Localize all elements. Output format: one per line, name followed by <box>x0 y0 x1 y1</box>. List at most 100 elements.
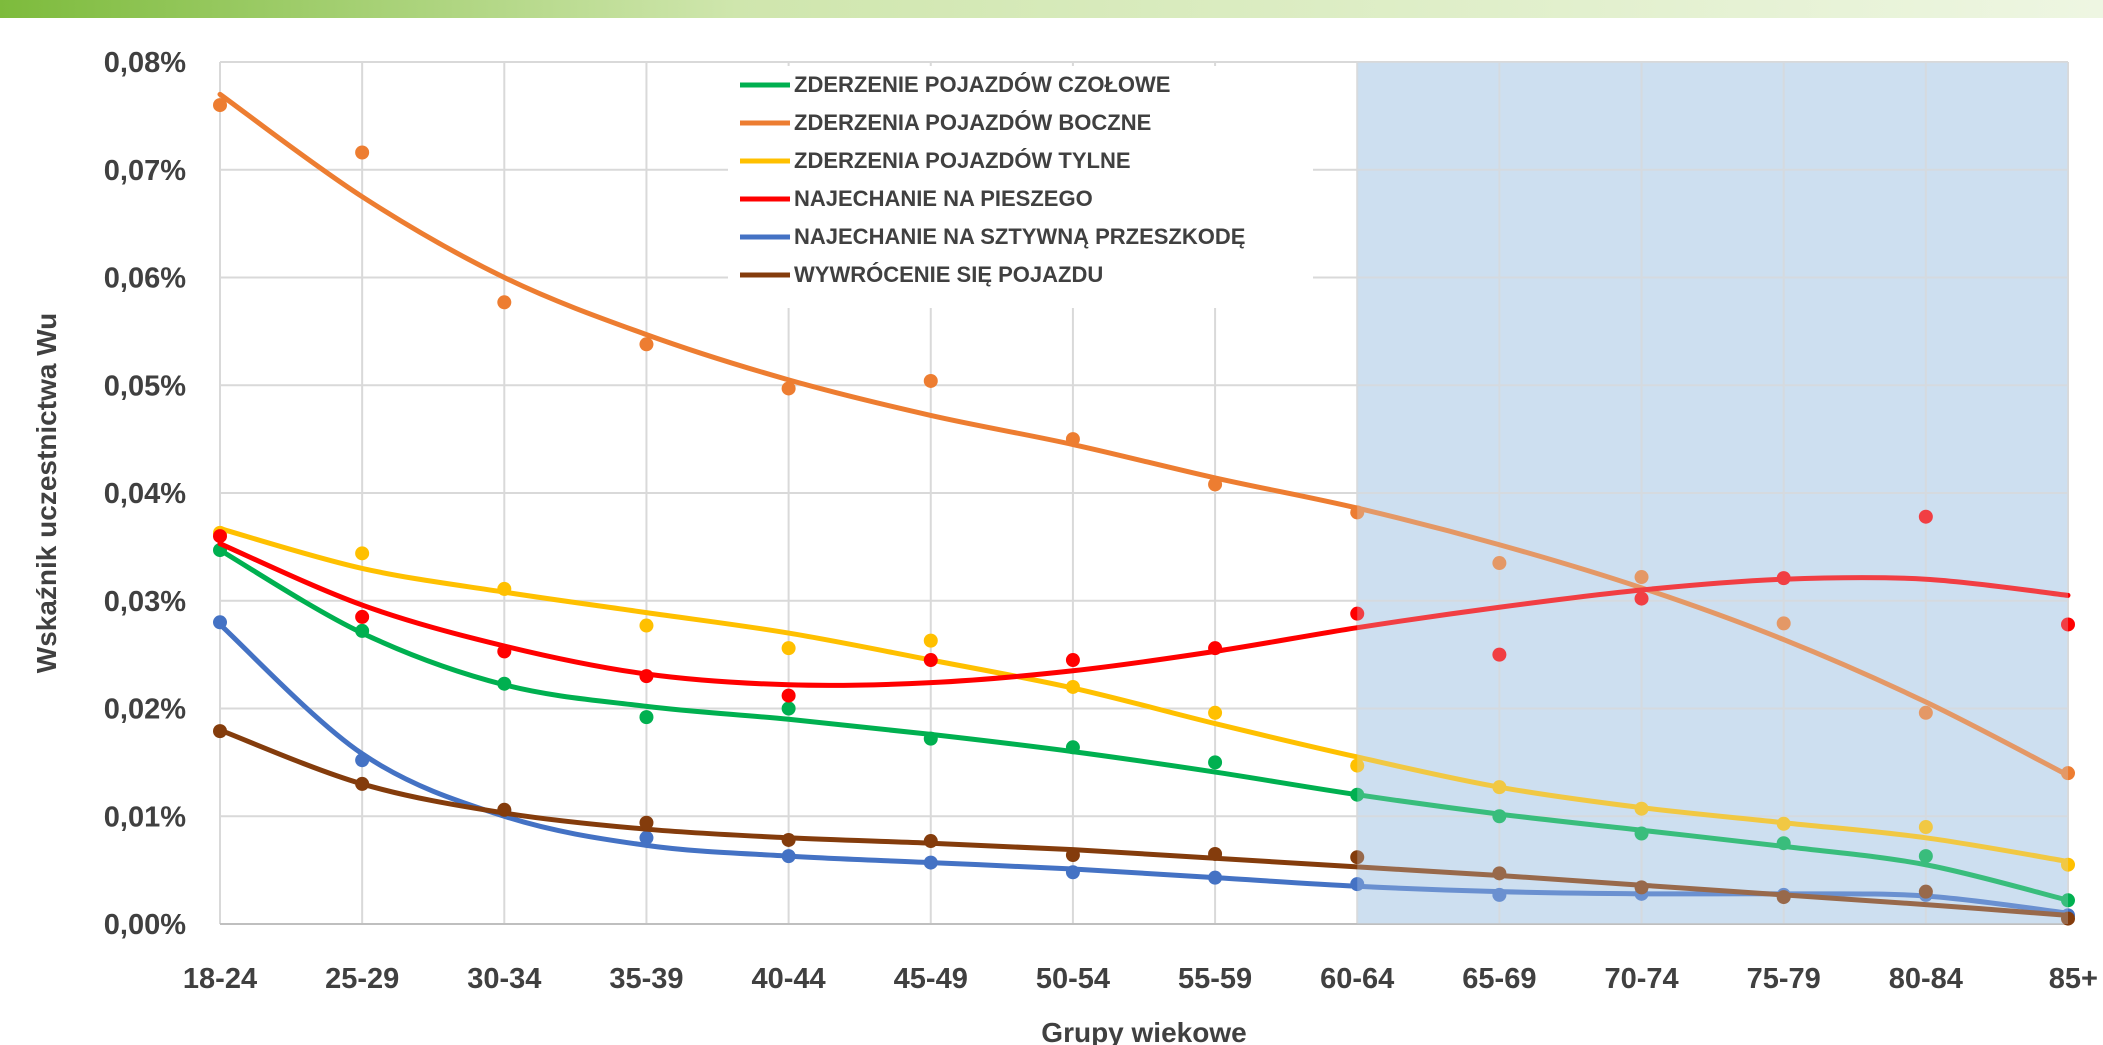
y-axis-ticks: 0,00% 0,01% 0,02% 0,03% 0,04% 0,05% 0,06% 0,07%… <box>104 47 186 941</box>
x-axis-title: Grupy wiekowe <box>1041 1017 1246 1045</box>
y-tick-label: 0,03% <box>104 586 186 618</box>
data-point <box>1208 477 1223 492</box>
legend-label: NAJECHANIE NA PIESZEGO <box>794 186 1093 211</box>
y-tick-label: 0,07% <box>104 155 186 187</box>
data-point <box>1776 571 1791 586</box>
y-tick-label: 0,05% <box>104 370 186 402</box>
data-point <box>2061 911 2075 926</box>
data-point <box>1065 740 1080 755</box>
data-point <box>1208 846 1223 861</box>
data-point <box>639 669 654 684</box>
data-point <box>1918 849 1933 864</box>
x-tick-label: 65-69 <box>1462 963 1536 995</box>
data-point <box>781 641 796 656</box>
data-point <box>1634 591 1649 606</box>
data-point <box>781 701 796 716</box>
series-group <box>213 509 2075 703</box>
data-point <box>1492 887 1507 902</box>
legend-label: NAJECHANIE NA SZTYWNĄ PRZESZKODĘ <box>794 224 1245 249</box>
data-point <box>1208 870 1223 885</box>
data-point <box>1208 705 1223 720</box>
data-point <box>2061 617 2075 632</box>
data-point <box>781 832 796 847</box>
legend-background <box>728 66 1313 308</box>
x-tick-label: 60-64 <box>1320 963 1394 995</box>
data-point <box>213 98 227 113</box>
data-point <box>781 849 796 864</box>
data-point <box>1634 801 1649 816</box>
x-tick-label: 40-44 <box>752 963 826 995</box>
data-point <box>923 731 938 746</box>
data-point <box>1350 606 1365 621</box>
y-tick-label: 0,01% <box>104 801 186 833</box>
series-group <box>213 91 2075 781</box>
y-tick-label: 0,06% <box>104 263 186 295</box>
x-tick-label: 30-34 <box>467 963 541 995</box>
data-point <box>923 834 938 849</box>
y-tick-label: 0,08% <box>104 47 186 79</box>
y-axis-title: Wskaźnik uczestnictwa Wu <box>31 313 62 673</box>
data-point <box>781 688 796 703</box>
data-point <box>497 644 512 659</box>
data-point <box>213 615 227 630</box>
x-tick-label: 85+ <box>2049 963 2098 995</box>
data-point <box>1492 556 1507 571</box>
data-point <box>355 609 370 624</box>
data-point <box>1065 848 1080 863</box>
legend-label: WYWRÓCENIE SIĘ POJAZDU <box>794 262 1103 287</box>
data-point <box>2061 766 2075 781</box>
data-point <box>1634 570 1649 585</box>
data-point <box>781 381 796 396</box>
data-point <box>1918 884 1933 899</box>
data-point <box>923 373 938 388</box>
y-tick-label: 0,02% <box>104 694 186 726</box>
data-point <box>1918 705 1933 720</box>
data-point <box>497 581 512 596</box>
header-banner <box>0 0 2103 18</box>
data-point <box>1918 820 1933 835</box>
x-tick-label: 18-24 <box>183 963 257 995</box>
legend-label: ZDERZENIA POJAZDÓW BOCZNE <box>794 110 1151 135</box>
y-tick-label: 0,00% <box>104 909 186 941</box>
data-point <box>1492 647 1507 662</box>
data-point <box>355 145 370 160</box>
data-point <box>2061 857 2075 872</box>
data-point <box>639 618 654 633</box>
data-point <box>1065 679 1080 694</box>
legend: ZDERZENIE POJAZDÓW CZOŁOWE ZDERZENIA POJA… <box>728 66 1313 308</box>
x-tick-label: 35-39 <box>609 963 683 995</box>
data-point <box>497 802 512 817</box>
data-point <box>355 776 370 791</box>
data-point <box>1350 877 1365 892</box>
data-point <box>1918 509 1933 524</box>
trend-line <box>217 526 2071 865</box>
data-point <box>923 855 938 870</box>
data-point <box>1492 809 1507 824</box>
data-point <box>355 623 370 638</box>
data-point <box>1492 780 1507 795</box>
legend-label: ZDERZENIA POJAZDÓW TYLNE <box>794 148 1131 173</box>
data-point <box>1492 866 1507 881</box>
data-point <box>639 710 654 725</box>
series-group <box>213 525 2075 872</box>
data-point <box>497 295 512 310</box>
data-point <box>1776 890 1791 905</box>
data-point <box>1065 432 1080 447</box>
x-tick-label: 55-59 <box>1178 963 1252 995</box>
data-point <box>1208 755 1223 770</box>
x-tick-label: 50-54 <box>1036 963 1110 995</box>
data-point <box>1350 505 1365 520</box>
data-point <box>639 337 654 352</box>
data-point <box>1350 787 1365 802</box>
x-tick-label: 70-74 <box>1604 963 1678 995</box>
data-point <box>1065 653 1080 668</box>
data-point <box>355 753 370 768</box>
data-point <box>1208 641 1223 656</box>
data-point <box>1776 836 1791 851</box>
trend-line <box>217 91 2071 778</box>
data-point <box>1776 616 1791 631</box>
data-point <box>639 815 654 830</box>
data-point <box>497 676 512 691</box>
data-point <box>213 724 227 739</box>
